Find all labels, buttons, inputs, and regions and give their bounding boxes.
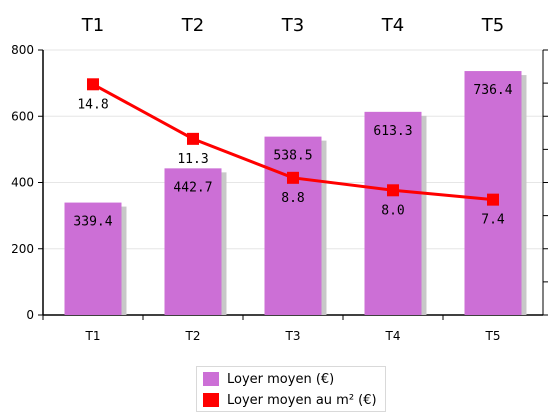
y-tick-label: 200 [11,242,34,256]
legend-swatch-line [203,393,219,407]
line-value-label: 7.4 [481,213,505,228]
line-point [387,184,399,197]
y-tick-label: 600 [11,109,34,123]
legend-label-line: Loyer moyen au m² (€) [227,392,377,408]
bar-value-label: 736.4 [473,83,512,98]
y-tick-label: 800 [11,43,34,57]
bar [64,202,122,315]
top-tick-label: T3 [281,15,304,36]
tick-labels: 0 200 400 600 800 T1 T1 T2 T2 T3 T3 T4 T4 T5 T5 [11,15,504,343]
bar [164,168,222,315]
bar-value-label: 538.5 [273,149,312,164]
bar-series [64,71,527,315]
y-tick-label: 400 [11,176,34,190]
x-tick-label: T4 [385,329,401,343]
line-value-label: 8.8 [281,191,304,206]
legend-item-line[interactable]: Loyer moyen au m² (€) [203,391,377,409]
top-tick-label: T4 [381,15,404,36]
bar [464,71,522,315]
line-value-label: 14.8 [77,97,108,112]
x-tick-label: T3 [285,329,301,343]
line-point [487,193,499,206]
top-tick-label: T1 [81,15,104,36]
bar [364,111,422,315]
bar-value-label: 613.3 [373,124,412,139]
bar-value-label: 339.4 [73,215,112,230]
x-tick-label: T1 [85,329,101,343]
x-tick-label: T5 [485,329,501,343]
line-value-label: 8.0 [381,203,404,218]
y-tick-label: 0 [26,308,34,322]
line-value-label: 11.3 [177,152,208,167]
legend: Loyer moyen (€) Loyer moyen au m² (€) [196,366,386,412]
top-tick-label: T2 [181,15,204,36]
bar [264,136,322,315]
chart: 339.4 442.7 538.5 613.3 736.4 14.8 11.3 8.8 8.0 7… [11,15,548,343]
top-tick-label: T5 [481,15,504,36]
line-series [87,78,499,206]
legend-item-bar[interactable]: Loyer moyen (€) [203,370,334,388]
line-point [87,78,99,91]
line-point [287,171,299,184]
data-labels: 339.4 442.7 538.5 613.3 736.4 14.8 11.3 8.8 8.0 7… [73,83,512,230]
line-point [187,132,199,145]
legend-swatch-bar [203,372,219,386]
legend-label-bar: Loyer moyen (€) [227,371,335,387]
x-tick-label: T2 [185,329,201,343]
bar-value-label: 442.7 [173,180,212,195]
